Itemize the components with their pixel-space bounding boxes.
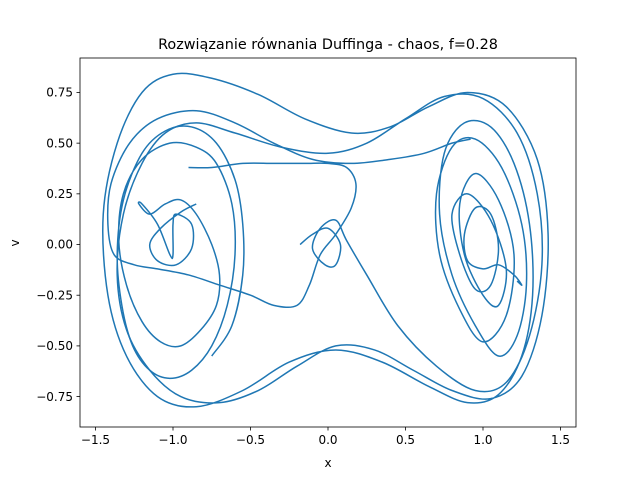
- plot-area: [102, 72, 549, 408]
- y-tick-label: −0.50: [36, 339, 73, 353]
- x-tick-label: −0.5: [236, 433, 265, 447]
- y-tick-label: 0.50: [46, 136, 73, 150]
- x-tick-label: 0.5: [396, 433, 415, 447]
- x-tick-label: 0.0: [318, 433, 337, 447]
- y-axis-label: v: [8, 239, 22, 246]
- x-axis: −1.5 −1.0 −0.5 0.0 0.5 1.0 1.5: [81, 427, 570, 447]
- chart-title: Rozwiązanie równania Duffinga - chaos, f…: [158, 37, 498, 53]
- x-tick-label: −1.5: [81, 433, 110, 447]
- x-tick-label: 1.5: [551, 433, 570, 447]
- x-tick-label: 1.0: [473, 433, 492, 447]
- x-tick-label: −1.0: [158, 433, 187, 447]
- y-tick-label: 0.75: [46, 86, 73, 100]
- y-axis: −0.75 −0.50 −0.25 0.00 0.25 0.50 0.75: [36, 86, 80, 404]
- trajectory-line-3: [106, 109, 471, 309]
- y-tick-label: 0.00: [46, 238, 73, 252]
- y-tick-label: −0.75: [36, 390, 73, 404]
- trajectory-line-2: [116, 125, 245, 380]
- trajectory-line-1: [102, 72, 549, 408]
- y-tick-label: −0.25: [36, 288, 73, 302]
- x-axis-label: x: [324, 456, 331, 470]
- y-tick-label: 0.25: [46, 187, 73, 201]
